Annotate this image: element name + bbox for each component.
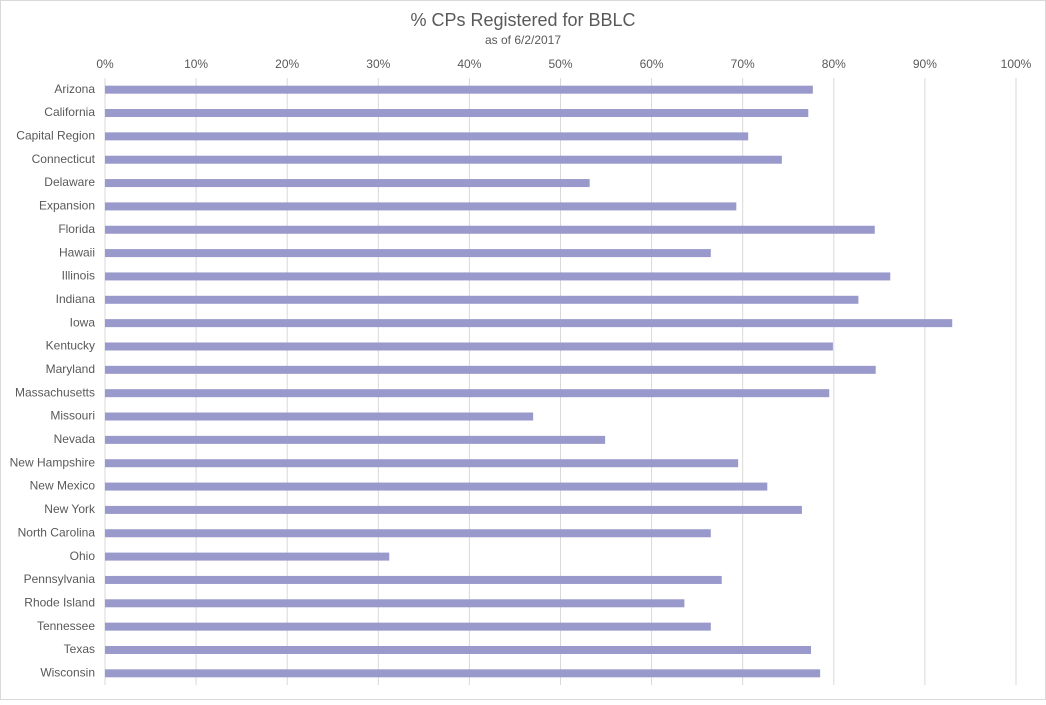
y-tick-label: Rhode Island xyxy=(24,595,95,609)
x-tick-label: 30% xyxy=(366,57,390,71)
y-tick-label: Delaware xyxy=(44,175,95,189)
y-tick-label: Texas xyxy=(64,642,95,656)
x-tick-label: 100% xyxy=(1001,57,1032,71)
chart-subtitle: as of 6/2/2017 xyxy=(485,33,561,47)
bar xyxy=(105,459,739,468)
y-tick-label: Iowa xyxy=(70,315,96,329)
x-tick-label: 0% xyxy=(96,57,114,71)
chart-title: % CPs Registered for BBLC xyxy=(410,10,635,30)
bar xyxy=(105,85,813,94)
bar xyxy=(105,529,711,538)
y-tick-label: California xyxy=(44,105,95,119)
y-tick-label: Hawaii xyxy=(59,245,95,259)
bar xyxy=(105,645,812,654)
bar xyxy=(105,412,534,421)
bar xyxy=(105,622,711,631)
bar xyxy=(105,365,876,374)
bar xyxy=(105,319,953,328)
bar xyxy=(105,482,768,491)
x-tick-label: 90% xyxy=(913,57,937,71)
y-tick-label: Florida xyxy=(58,222,95,236)
y-tick-label: Connecticut xyxy=(32,152,96,166)
x-tick-label: 50% xyxy=(548,57,572,71)
bar xyxy=(105,155,782,164)
y-tick-label: Indiana xyxy=(56,292,96,306)
y-tick-label: Capital Region xyxy=(16,129,95,143)
bar xyxy=(105,225,875,234)
bar xyxy=(105,202,737,211)
y-tick-label: Pennsylvania xyxy=(24,572,96,586)
y-tick-label: Massachusetts xyxy=(15,385,95,399)
bar xyxy=(105,669,821,678)
y-tick-label: Maryland xyxy=(46,362,95,376)
bar xyxy=(105,295,859,304)
bar xyxy=(105,342,833,351)
y-tick-label: Expansion xyxy=(39,199,95,213)
bar xyxy=(105,599,685,608)
y-tick-label: North Carolina xyxy=(18,525,96,539)
bar xyxy=(105,272,891,281)
y-tick-label: Missouri xyxy=(50,409,95,423)
y-tick-label: Nevada xyxy=(54,432,96,446)
bar xyxy=(105,389,830,398)
y-tick-label: New York xyxy=(44,502,96,516)
y-tick-label: New Mexico xyxy=(30,479,96,493)
x-tick-label: 60% xyxy=(640,57,664,71)
y-tick-label: Kentucky xyxy=(46,339,95,353)
x-tick-label: 20% xyxy=(275,57,299,71)
x-tick-label: 80% xyxy=(822,57,846,71)
bar xyxy=(105,505,802,514)
x-tick-label: 70% xyxy=(731,57,755,71)
y-tick-label: Wisconsin xyxy=(40,665,95,679)
y-tick-label: Ohio xyxy=(70,549,96,563)
bar xyxy=(105,575,722,584)
y-tick-label: Arizona xyxy=(54,82,95,96)
bar xyxy=(105,249,711,258)
y-tick-label: Illinois xyxy=(62,269,95,283)
bar xyxy=(105,132,749,141)
y-tick-label: New Hampshire xyxy=(10,455,96,469)
x-tick-label: 10% xyxy=(184,57,208,71)
bar xyxy=(105,552,390,561)
bar xyxy=(105,179,590,188)
bar xyxy=(105,109,809,118)
bar xyxy=(105,435,606,444)
y-tick-label: Tennessee xyxy=(37,619,95,633)
x-tick-label: 40% xyxy=(457,57,481,71)
